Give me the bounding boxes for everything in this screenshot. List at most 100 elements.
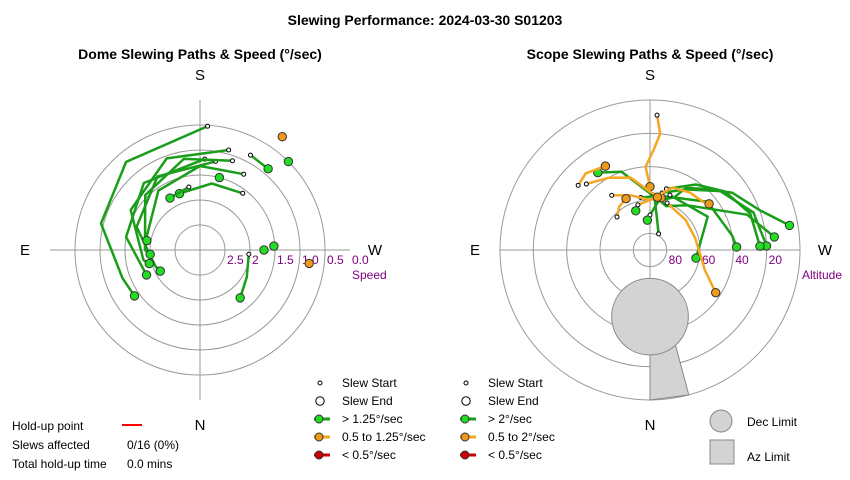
dome-legend-fast-marker — [314, 414, 324, 424]
scope-tick-label: 80 — [669, 253, 683, 267]
holdup-total-value: 0.0 mins — [127, 457, 172, 471]
scope-slew-path — [577, 164, 606, 186]
scope-tick-label: 40 — [735, 253, 749, 267]
dome-tick-label: 2 — [252, 253, 259, 267]
dome-slew-point — [277, 132, 287, 142]
scope-legend-label: Slew End — [488, 394, 539, 408]
dome-slew-path — [239, 254, 251, 299]
scope-subtitle: Scope Slewing Paths & Speed (°/sec) — [527, 46, 774, 62]
dome-legend-start-marker — [317, 380, 323, 386]
scope-dir-left: E — [470, 242, 480, 259]
dome-slew-end-point — [155, 266, 165, 276]
scope-slew-start-point — [575, 182, 581, 188]
dome-legend-label: < 0.5°/sec — [342, 448, 396, 462]
figure-title: Slewing Performance: 2024-03-30 S01203 — [288, 12, 563, 28]
scope-slew-path — [666, 202, 717, 294]
scope-legend-medium-marker — [460, 432, 470, 442]
dome-legend-slow-marker — [314, 450, 324, 460]
scope-slew-path — [637, 186, 710, 207]
scope-legend-fast-marker — [460, 414, 470, 424]
scope-slew-end-point — [731, 242, 742, 252]
dome-legend-label: Slew Start — [342, 376, 397, 390]
dome-slew-start-point — [186, 184, 192, 190]
dec-limit-legend-label: Dec Limit — [747, 415, 798, 429]
dec-limit-zone — [611, 277, 689, 356]
scope-radial-axis-label: Altitude — [802, 268, 842, 282]
dec-limit-legend-marker — [709, 409, 733, 433]
dome-slew-point — [269, 241, 279, 251]
scope-tick-label: 60 — [702, 253, 716, 267]
scope-tick-label: 20 — [769, 253, 783, 267]
dome-polar-grid — [50, 100, 350, 400]
dome-slew-end-point — [142, 235, 152, 246]
dome-legend-label: 0.5 to 1.25°/sec — [342, 430, 426, 444]
az-limit-legend-marker — [709, 439, 735, 465]
scope-legend-label: 0.5 to 2°/sec — [488, 430, 555, 444]
scope-slew-start-point — [656, 231, 662, 237]
dome-legend-medium-marker — [314, 432, 324, 442]
dome-slew-start-point — [226, 147, 232, 153]
dome-slew-end-point — [145, 249, 155, 260]
scope-legend-start-marker — [463, 380, 469, 386]
scope-legend-label: > 2°/sec — [488, 412, 532, 426]
dome-slew-start-point — [229, 158, 235, 164]
scope-legend: Slew Start Slew End > 2°/sec 0.5 to 2°/sec <… — [460, 376, 555, 462]
dome-slew-end-point — [263, 164, 273, 174]
scope-slew-end-point — [784, 220, 795, 231]
scope-slew-point — [642, 215, 653, 225]
scope-slew-start-point — [583, 181, 589, 187]
scope-slew-end-point — [755, 241, 765, 251]
scope-slew-start-point — [667, 192, 673, 198]
dome-slew-paths — [99, 123, 314, 303]
dome-slew-end-point — [129, 291, 140, 301]
dome-slew-end-point — [165, 193, 175, 203]
scope-legend-slow-marker — [460, 450, 470, 460]
scope-legend-label: < 0.5°/sec — [488, 448, 542, 462]
holdup-point-label: Hold-up point — [12, 419, 84, 433]
dome-legend: Slew Start Slew End > 1.25°/sec 0.5 to 1.25… — [314, 376, 426, 462]
dome-slew-start-point — [241, 171, 247, 177]
scope-tick-labels: 80 60 40 20 — [669, 253, 783, 267]
dome-slew-point — [283, 156, 294, 167]
dome-slew-end-point — [235, 293, 245, 303]
dome-slew-start-point — [246, 251, 252, 257]
scope-slew-path — [644, 114, 662, 187]
dome-tick-label: 2.5 — [227, 253, 244, 267]
scope-slew-point — [631, 206, 641, 216]
dome-dir-bottom: N — [195, 417, 206, 434]
dome-panel: Dome Slewing Paths & Speed (°/sec) S N E… — [20, 46, 387, 434]
scope-legend-label: Slew Start — [488, 376, 543, 390]
dome-legend-label: > 1.25°/sec — [342, 412, 403, 426]
az-limit-legend-label: Az Limit — [747, 450, 790, 464]
dome-slew-start-point — [247, 152, 253, 158]
scope-legend-end-marker — [461, 396, 471, 406]
scope-panel: Scope Slewing Paths & Speed (°/sec) S N … — [470, 46, 842, 434]
scope-slew-path — [666, 183, 762, 247]
dome-dir-right: W — [368, 242, 383, 259]
scope-dir-top: S — [645, 67, 655, 84]
scope-slew-start-point — [654, 112, 660, 118]
scope-slew-path — [669, 194, 709, 259]
holdup-info: Hold-up point Slews affected 0/16 (0%) T… — [12, 419, 179, 471]
limit-legend: Dec Limit Az Limit — [709, 409, 798, 465]
dome-tick-label: 1.5 — [277, 253, 294, 267]
scope-slew-start-point — [664, 200, 670, 206]
scope-slew-end-point — [704, 199, 714, 209]
scope-slew-end-point — [652, 192, 663, 202]
scope-slew-end-point — [769, 232, 780, 242]
scope-slew-paths — [575, 112, 795, 298]
holdup-total-label: Total hold-up time — [12, 457, 107, 471]
dome-legend-end-marker — [315, 396, 325, 406]
scope-limit-zones — [611, 277, 690, 401]
scope-dir-bottom: N — [645, 417, 656, 434]
dome-legend-label: Slew End — [342, 394, 393, 408]
dome-tick-label: 0.0 — [352, 253, 369, 267]
scope-slew-end-point — [691, 253, 701, 263]
dome-slew-end-point — [141, 270, 152, 280]
dome-tick-label: 0.5 — [327, 253, 344, 267]
dome-slew-start-point — [205, 123, 211, 129]
holdup-slews-value: 0/16 (0%) — [127, 438, 179, 452]
dome-dir-top: S — [195, 67, 205, 84]
dome-subtitle: Dome Slewing Paths & Speed (°/sec) — [78, 46, 322, 62]
